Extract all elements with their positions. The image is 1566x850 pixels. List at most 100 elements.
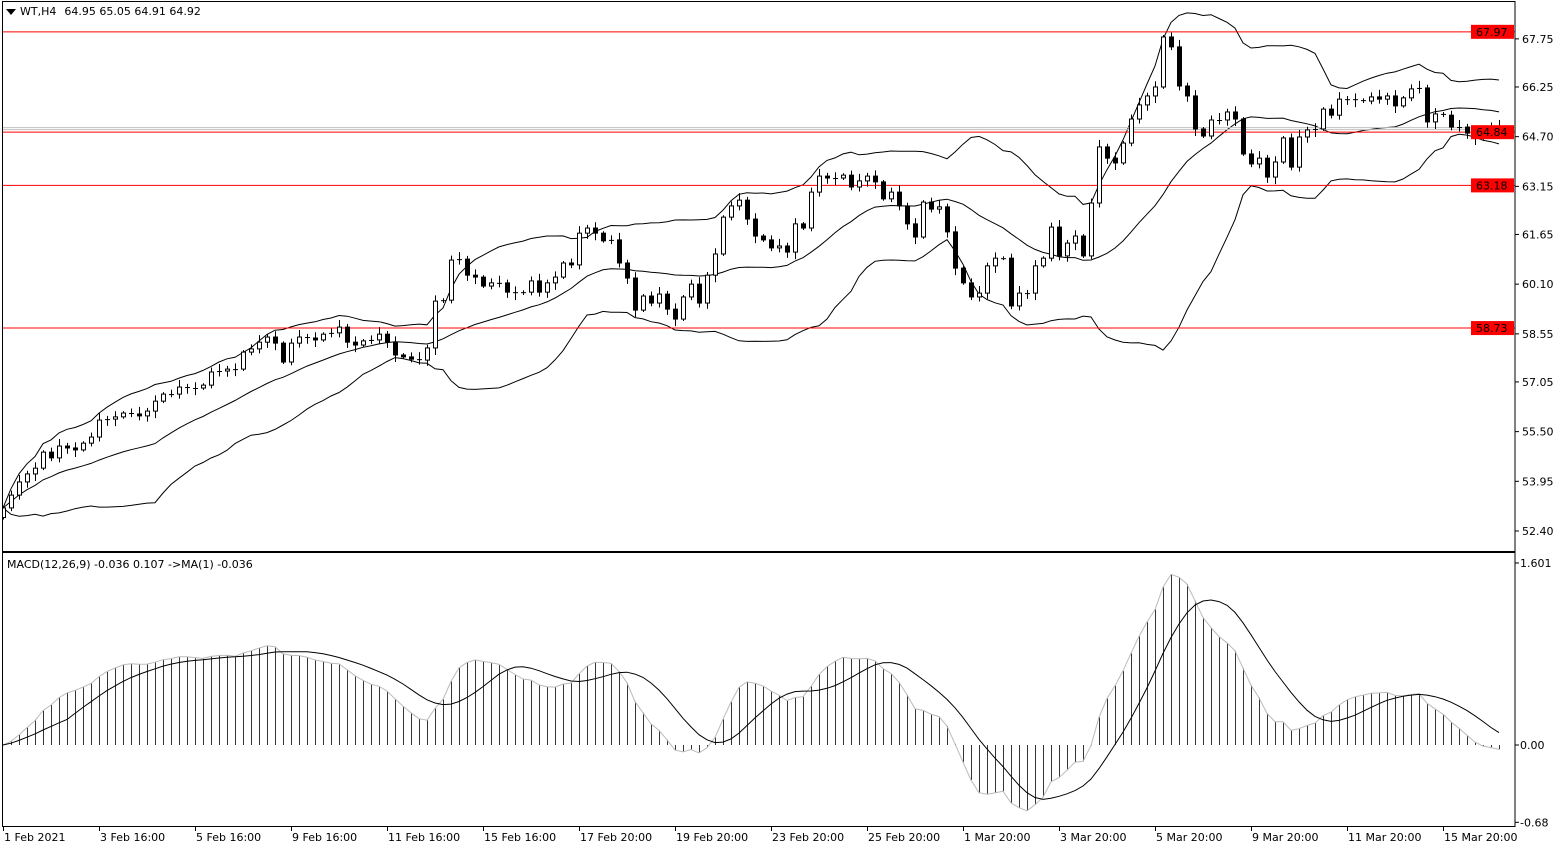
candle [113,411,118,427]
candle [673,303,678,327]
candle [1353,93,1358,108]
candle [233,363,238,377]
macd-pane-frame [2,552,1516,827]
candle [1457,119,1462,132]
candle-body [1017,292,1022,307]
candle [617,232,622,268]
candle-body [73,447,78,451]
candle [1049,222,1054,262]
candle-body [1081,235,1086,257]
candle-body [737,199,742,207]
candle [345,323,350,348]
candle-body [1225,111,1230,121]
candle-body [617,239,622,264]
candle [585,224,590,239]
candle [65,442,70,454]
chart-title: WT,H4 64.95 65.05 64.91 64.92 [6,5,201,18]
candle-body [553,276,558,284]
candle [649,291,654,307]
candle [1329,104,1334,119]
candle [417,352,422,365]
candle-body [569,262,574,266]
candle [593,222,598,241]
price-pane-frame [2,1,1516,552]
candle [89,432,94,447]
candle [513,286,518,301]
price-tick-label: 61.65 [1522,228,1554,241]
candle [1369,92,1374,105]
candle-body [1401,97,1406,107]
candle [1321,107,1326,131]
level-label-bg [1471,24,1514,39]
candle [169,389,174,398]
candle-body [697,283,702,304]
candle-body [729,205,734,218]
candle [241,350,246,372]
candle [689,279,694,301]
candle [425,344,430,366]
symbol-label: WT,H4 [20,5,57,18]
candle [1313,123,1318,137]
candle-body [945,206,950,233]
candle-body [1305,129,1310,138]
candle-body [985,265,990,294]
candle-body [1161,36,1166,88]
candle [577,226,582,270]
candle [321,332,326,342]
candle-body [929,201,934,210]
candle [609,235,614,245]
time-tick-label: 17 Feb 20:00 [580,831,652,844]
time-tick-label: 11 Mar 20:00 [1348,831,1421,844]
candle-body [1065,242,1070,257]
candle-body [1465,126,1470,134]
candle-body [825,175,830,179]
candle-body [801,223,806,229]
candle [1241,117,1246,156]
candle-body [1385,95,1390,100]
candle [817,169,822,197]
candle [1177,39,1182,91]
macd-tick-label: 1.601 [1520,557,1552,570]
triangle-down-icon[interactable] [6,8,16,15]
candle [249,344,254,356]
candle [833,172,838,186]
candle-body [1289,137,1294,168]
candle-body [633,277,638,311]
candle [873,170,878,189]
candle-body [1033,265,1038,294]
candle [1257,151,1262,169]
candle-body [177,386,182,395]
candle [1273,156,1278,185]
candle [1233,106,1238,127]
candle-body [649,295,654,304]
candle [945,203,950,238]
candle-body [97,419,102,438]
candle-body [745,199,750,220]
candle-body [849,174,854,188]
candle-body [673,308,678,320]
candle [1441,111,1446,118]
candle [665,290,670,315]
candle-body [1185,85,1190,97]
candle [193,382,198,396]
candle [553,271,558,290]
candle [721,215,726,256]
candle [225,365,230,377]
time-tick-label: 1 Mar 20:00 [964,831,1030,844]
candle-body [905,205,910,225]
candle-body [25,473,30,483]
candle-body [281,342,286,363]
candle [985,262,990,299]
candle [1065,239,1070,262]
candle [1001,256,1006,261]
candle-body [769,239,774,249]
candle [73,442,78,457]
bollinger-upper-line [2,12,1500,509]
candle [521,290,526,296]
candle-body [257,341,262,350]
candle-body [937,206,942,210]
price-tick-label: 67.75 [1522,33,1554,46]
candle-body [857,180,862,188]
candle-body [953,231,958,269]
